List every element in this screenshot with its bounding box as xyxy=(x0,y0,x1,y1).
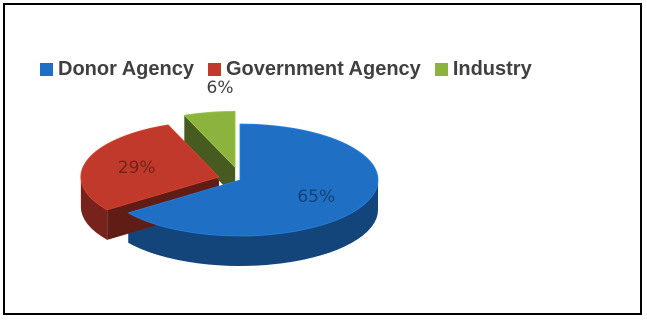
pie-slice-donor-agency xyxy=(127,123,379,237)
legend-item-government-agency: Government Agency xyxy=(207,58,421,81)
chart-legend: Donor Agency Government Agency Industry xyxy=(40,58,532,81)
legend-item-donor-agency: Donor Agency xyxy=(40,58,194,81)
legend-label-donor-agency: Donor Agency xyxy=(58,58,194,80)
legend-item-industry: Industry xyxy=(434,58,532,81)
legend-swatch-government-agency xyxy=(207,63,221,76)
pie-wall-industry-0 xyxy=(184,115,236,198)
pie-side-donor-agency xyxy=(128,180,378,267)
pie-side-government-agency xyxy=(80,176,108,240)
legend-label-government-agency: Government Agency xyxy=(225,58,421,80)
pie-label-government-agency: 29% xyxy=(118,158,156,178)
pie-slice-government-agency xyxy=(80,124,220,211)
pie-label-industry: 6% xyxy=(207,78,234,98)
legend-label-industry: Industry xyxy=(452,58,532,80)
legend-swatch-donor-agency xyxy=(40,63,53,76)
pie-label-donor-agency: 65% xyxy=(297,187,335,207)
legend-swatch-industry xyxy=(434,63,448,76)
pie-slice-industry xyxy=(183,110,236,169)
